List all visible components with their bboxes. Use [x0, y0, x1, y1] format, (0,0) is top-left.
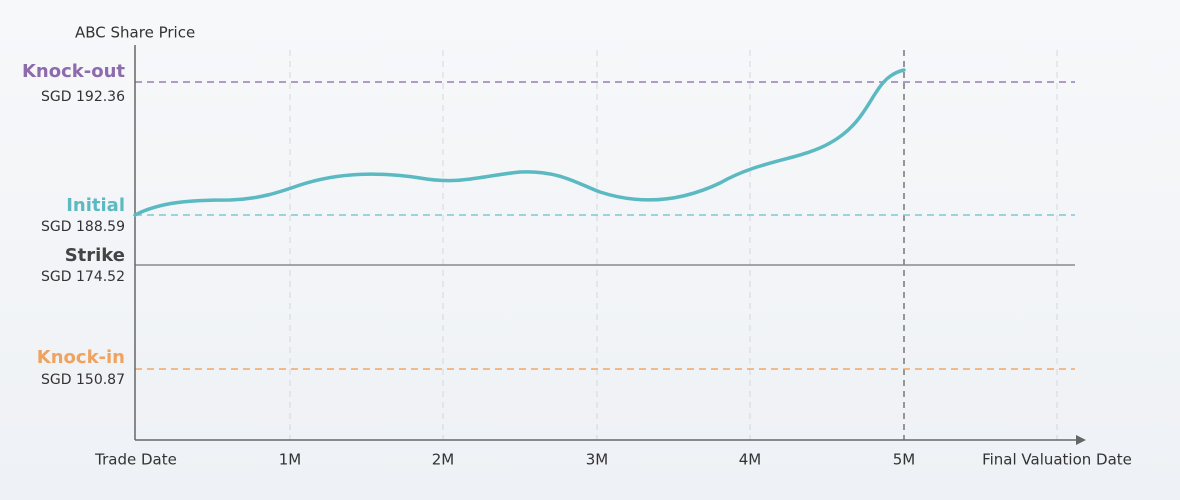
diagram-title: ABC Share Price: [75, 24, 195, 42]
x-label: Trade Date: [94, 451, 177, 469]
x-label: 1M: [279, 451, 302, 469]
x-label: Final Valuation Date: [982, 451, 1132, 469]
x-axis-arrow: [1076, 435, 1086, 445]
level-price: SGD 188.59: [41, 219, 125, 235]
level-name: Knock-out: [22, 61, 125, 82]
x-label: 3M: [586, 451, 609, 469]
level-name: Strike: [65, 245, 125, 266]
level-name: Initial: [66, 195, 125, 216]
x-label: 2M: [432, 451, 455, 469]
price-curve: [133, 68, 906, 217]
level-price: SGD 174.52: [41, 269, 125, 285]
x-label: 5M: [893, 451, 916, 469]
level-price: SGD 150.87: [41, 372, 125, 388]
level-name: Knock-in: [37, 347, 125, 368]
level-price: SGD 192.36: [41, 89, 125, 105]
x-label: 4M: [739, 451, 762, 469]
